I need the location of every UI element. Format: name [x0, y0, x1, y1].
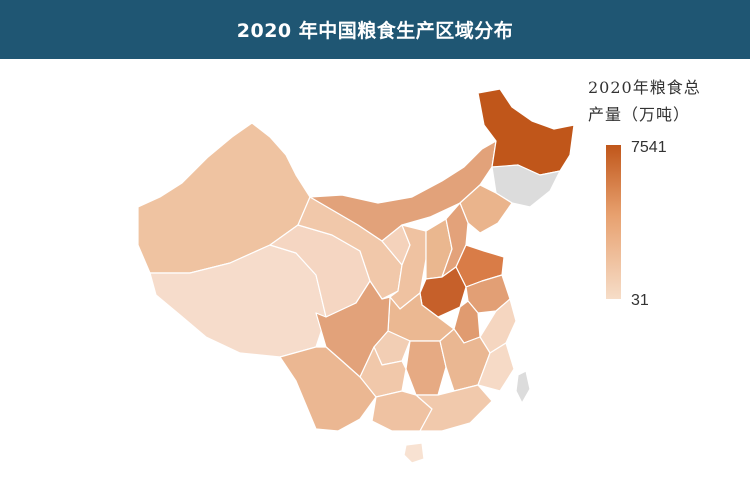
legend-title-line1: 2020年粮食总: [588, 78, 701, 97]
legend-title-line2: 产量（万吨）: [588, 105, 691, 124]
region-hainan: [403, 442, 425, 464]
legend-max-label: 7541: [631, 139, 667, 156]
title-banner: 2020 年中国粮食生产区域分布: [0, 0, 750, 59]
region-hunan: [405, 340, 447, 396]
legend-color-scale: [606, 145, 621, 299]
china-map: [137, 88, 575, 464]
region-taiwan: [515, 370, 531, 404]
region-fujian: [477, 342, 515, 392]
region-yunnan: [279, 346, 377, 432]
page-title: 2020 年中国粮食生产区域分布: [236, 20, 514, 42]
region-heilongjiang: [477, 88, 575, 176]
legend-min-label: 31: [631, 292, 649, 309]
region-guangdong: [415, 384, 493, 432]
legend-title: 2020年粮食总 产量（万吨）: [588, 74, 738, 128]
